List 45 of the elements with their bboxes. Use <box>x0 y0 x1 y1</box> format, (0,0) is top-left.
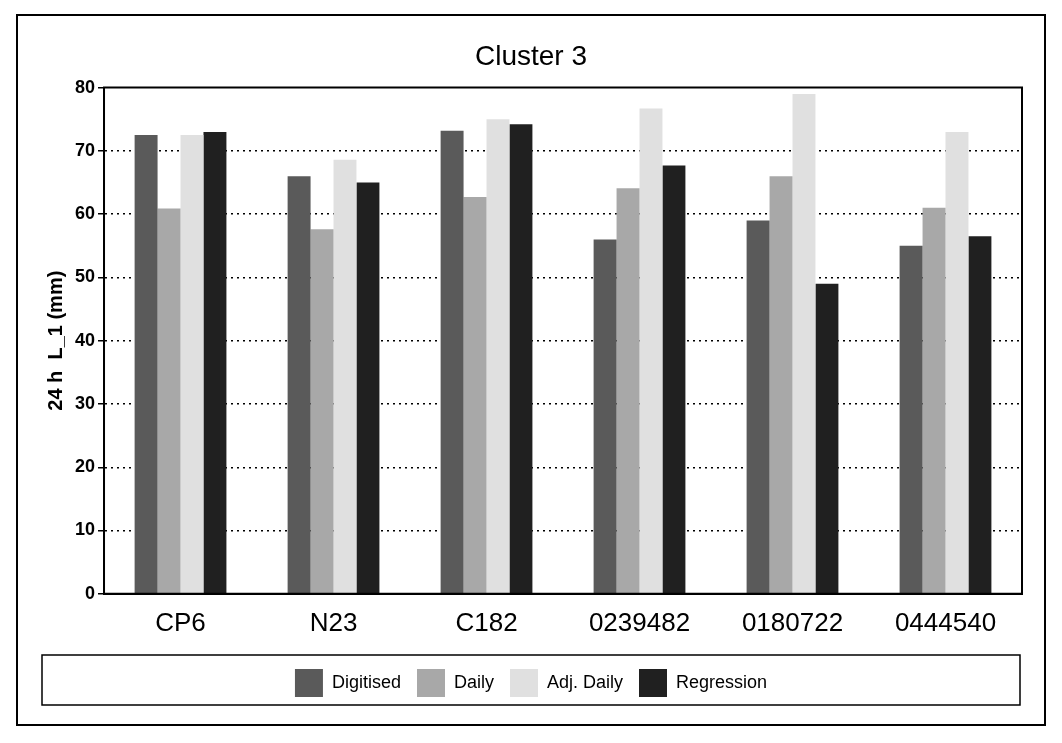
x-tick-label: CP6 <box>155 606 206 637</box>
y-tick-label: 80 <box>74 76 96 97</box>
bar <box>593 239 617 594</box>
bar <box>662 165 686 594</box>
bar <box>486 119 510 594</box>
y-axis-title: 24 h L_1 (mm) <box>43 270 66 411</box>
legend-label: Regression <box>676 671 768 692</box>
y-tick-label: 20 <box>74 456 96 477</box>
x-tick-label: N23 <box>309 606 358 637</box>
legend-label: Daily <box>453 671 494 692</box>
bar <box>356 182 380 594</box>
chart-title: Cluster 3 <box>474 39 588 71</box>
x-tick-label: C182 <box>455 606 518 637</box>
y-tick-label: 60 <box>74 203 96 224</box>
x-tick-label: 0180722 <box>741 606 844 637</box>
y-tick-label: 40 <box>74 329 96 350</box>
x-tick-label: 0239482 <box>588 606 691 637</box>
y-tick-label: 30 <box>74 392 96 413</box>
bar <box>157 208 181 594</box>
bar <box>310 229 334 594</box>
bar <box>968 236 992 594</box>
bar <box>333 159 357 594</box>
bar <box>922 207 946 594</box>
y-tick-label: 0 <box>85 582 96 603</box>
bar <box>639 108 663 594</box>
y-tick-label: 10 <box>74 519 96 540</box>
bar <box>792 93 816 594</box>
bar <box>509 124 533 594</box>
y-tick-label: 50 <box>74 266 96 287</box>
bar <box>440 130 464 594</box>
bar <box>463 197 487 594</box>
bar <box>180 135 204 594</box>
bar <box>134 135 158 594</box>
x-tick-label: 0444540 <box>894 606 997 637</box>
bar <box>746 220 770 594</box>
bar <box>769 176 793 594</box>
bar <box>203 131 227 594</box>
bar <box>287 176 311 594</box>
legend-label: Digitised <box>331 671 401 692</box>
bar <box>899 245 923 594</box>
y-tick-label: 70 <box>74 139 96 160</box>
bar <box>616 188 640 594</box>
legend-label: Adj. Daily <box>546 671 624 692</box>
bar <box>815 283 839 594</box>
bar <box>945 131 969 594</box>
